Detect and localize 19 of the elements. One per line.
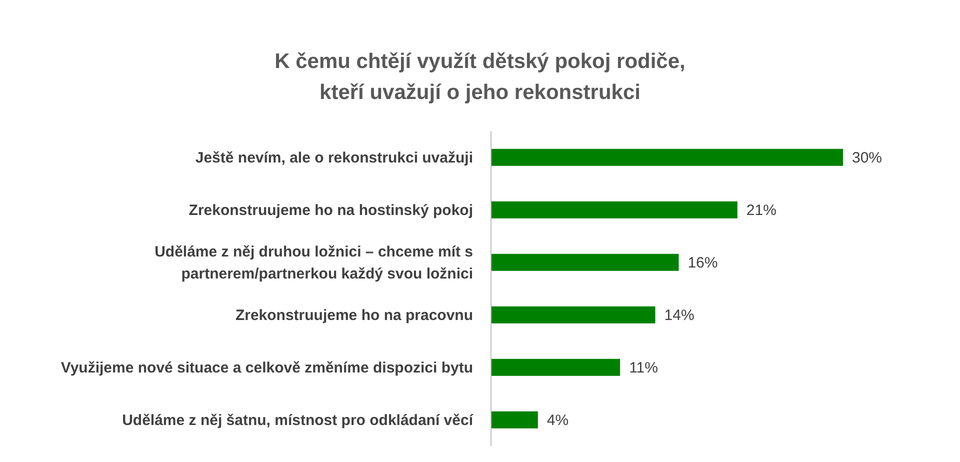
bar <box>491 201 738 218</box>
bar <box>491 254 679 271</box>
data-label: 11% <box>629 360 658 377</box>
bar <box>491 148 843 166</box>
bar <box>491 411 538 428</box>
y-tick-label: Zrekonstruujeme ho na pracovnu <box>235 306 473 324</box>
chart-title: K čemu chtějí využít dětský pokoj rodiče, kteří uvažují o jeho rekonstrukci <box>274 49 686 106</box>
data-label: 30% <box>852 150 882 167</box>
bar <box>491 306 656 324</box>
data-label: 21% <box>746 202 776 220</box>
data-label: 16% <box>688 254 718 272</box>
y-tick-label: Využijeme nové situace a celkově změníme dispozici bytu <box>60 358 473 376</box>
y-tick-label: Ještě nevím, ale o rekonstrukci uvažuji <box>195 148 473 166</box>
y-tick-label: Uděláme z něj šatnu, místnost pro odkládaní věcí <box>122 411 474 428</box>
bar <box>491 358 620 376</box>
y-tick-label: Uděláme z něj druhou ložnici – chceme mít s partnerem/partnerkou každý svou ložnici <box>154 242 473 282</box>
data-label: 14% <box>664 307 694 324</box>
data-label: 4% <box>546 412 569 430</box>
y-tick-label: Zrekonstruujeme ho na hostinský pokoj <box>188 201 473 218</box>
